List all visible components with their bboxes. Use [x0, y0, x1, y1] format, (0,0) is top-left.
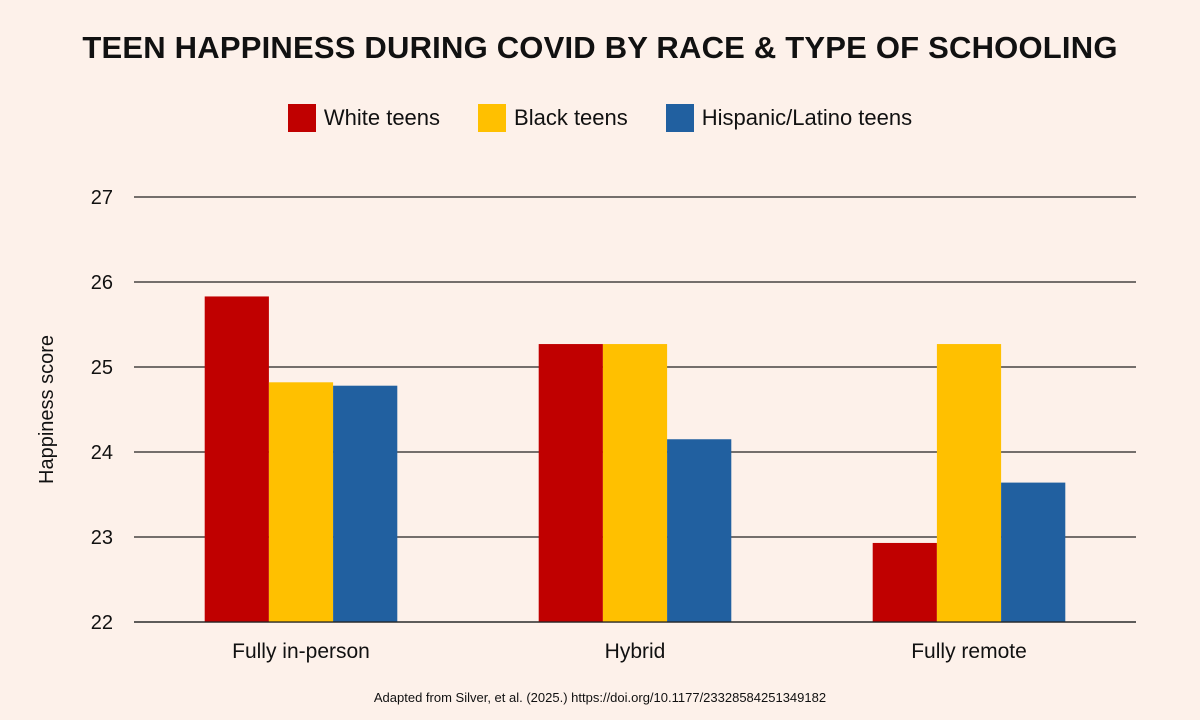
legend-item-hispanic: Hispanic/Latino teens — [665, 104, 913, 132]
source-note: Adapted from Silver, et al. (2025.) http… — [373, 690, 827, 705]
y-tick-label: 25 — [91, 357, 113, 379]
y-tick-label: 24 — [91, 442, 113, 464]
bar — [667, 439, 732, 622]
legend-item-white: White teens — [287, 104, 441, 132]
bar — [204, 296, 269, 622]
bar — [602, 344, 668, 622]
x-category-label: Hybrid — [605, 640, 666, 663]
legend-item-black: Black teens — [478, 104, 628, 132]
legend-label-white: White teens — [323, 105, 441, 130]
x-category-label: Fully in-person — [232, 640, 370, 663]
legend-swatch-hispanic — [665, 104, 694, 132]
legend-label-black: Black teens — [514, 105, 628, 130]
bar — [872, 542, 937, 622]
legend-swatch-black — [478, 104, 507, 132]
bar — [936, 344, 1002, 622]
y-tick-label: 22 — [91, 612, 113, 634]
x-category-label: Fully remote — [911, 640, 1027, 663]
y-tick-label: 26 — [91, 272, 113, 294]
y-axis-label: Happiness score — [36, 335, 58, 484]
legend-label-hispanic: Hispanic/Latino teens — [701, 105, 913, 130]
bar — [538, 344, 603, 622]
chart-title: TEEN HAPPINESS DURING COVID BY RACE & TY… — [82, 30, 1118, 65]
bar — [333, 385, 398, 622]
y-tick-label: 27 — [91, 187, 113, 209]
legend: White teens Black teens Hispanic/Latino … — [0, 104, 1200, 132]
bar — [268, 382, 334, 622]
y-tick-label: 23 — [91, 527, 113, 549]
bar — [1001, 482, 1066, 622]
legend-swatch-white — [287, 104, 316, 132]
